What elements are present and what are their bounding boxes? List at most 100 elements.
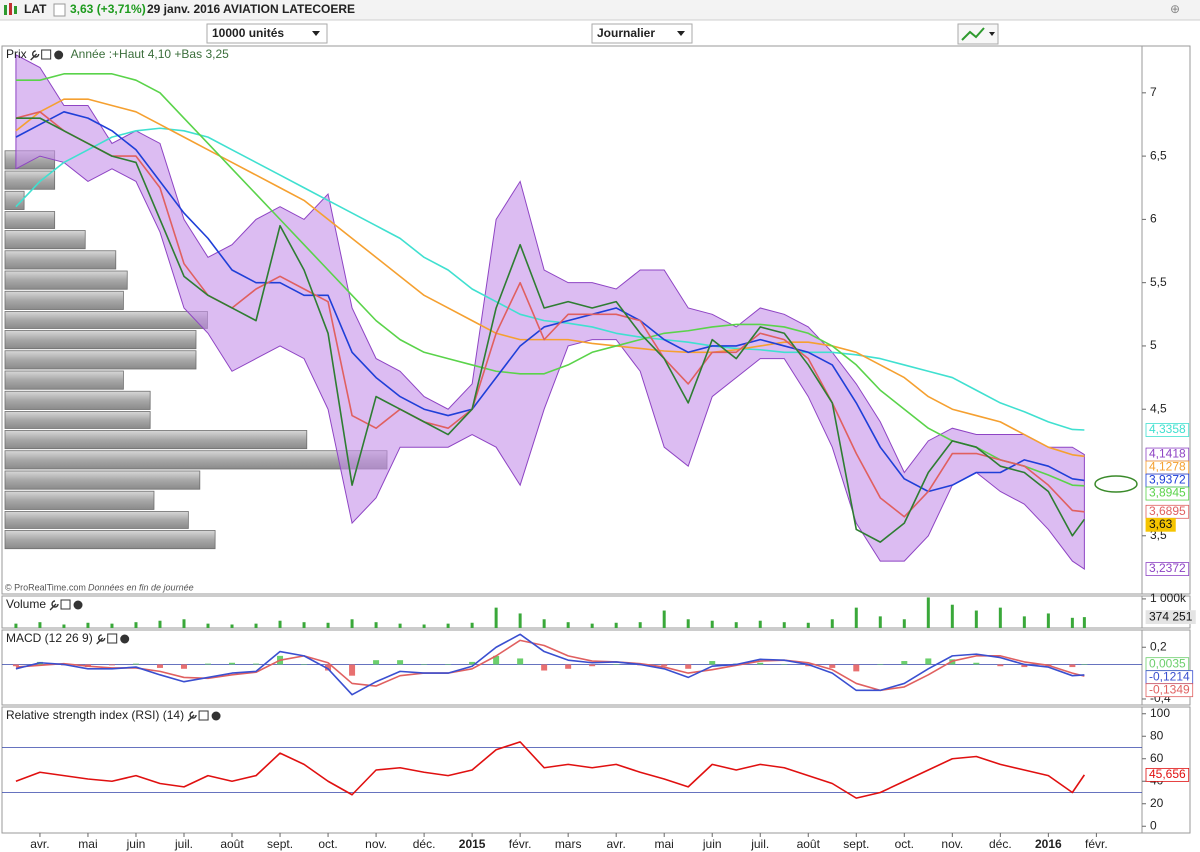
volume-bar bbox=[278, 620, 282, 628]
series-line bbox=[15, 741, 1086, 799]
button-icon[interactable] bbox=[961, 27, 985, 41]
volume-bar bbox=[806, 622, 810, 628]
value-label: 3,2372 bbox=[1149, 561, 1186, 575]
wrench-icon bbox=[187, 711, 197, 722]
volume-bar bbox=[446, 623, 450, 628]
volume-bar bbox=[134, 622, 138, 628]
pin-icon[interactable]: ⊕ bbox=[1170, 2, 1180, 16]
y-tick-label: 7 bbox=[1150, 85, 1157, 99]
x-tick-label: 2015 bbox=[459, 837, 486, 851]
histogram-bar bbox=[709, 661, 716, 665]
x-tick-label: juin bbox=[126, 837, 146, 851]
volume-profile-bar bbox=[4, 430, 308, 450]
pane-tools[interactable] bbox=[187, 710, 221, 722]
series-line bbox=[15, 639, 1085, 692]
copyright: © ProRealTime.com bbox=[5, 582, 86, 592]
histogram-bar bbox=[132, 663, 139, 665]
volume-bar bbox=[542, 619, 546, 628]
value-label-box bbox=[1145, 423, 1190, 437]
value-label: 3,9372 bbox=[1149, 473, 1186, 487]
x-tick-label: juin bbox=[702, 837, 722, 851]
volume-bar bbox=[422, 624, 426, 628]
y-tick-label: 6,5 bbox=[1150, 148, 1167, 162]
pane-frame bbox=[1, 595, 1191, 629]
volume-bar bbox=[662, 610, 666, 628]
chart-type-button[interactable] bbox=[957, 23, 999, 45]
y-tick-label: 100 bbox=[1150, 706, 1170, 720]
pane-tools[interactable] bbox=[96, 633, 130, 645]
volume-bar bbox=[614, 622, 618, 628]
volume-bar bbox=[254, 623, 258, 628]
series-line bbox=[15, 633, 1085, 696]
period[interactable]: Journalier bbox=[597, 26, 655, 40]
x-tick-label: nov. bbox=[941, 837, 963, 851]
x-tick-label: juil. bbox=[174, 837, 193, 851]
volume-profile-bar bbox=[4, 270, 128, 290]
volume-profile-bar bbox=[4, 470, 201, 490]
volume-bar bbox=[1070, 617, 1074, 628]
wrench-icon bbox=[96, 634, 106, 645]
units[interactable]: 10000 unités bbox=[212, 26, 284, 40]
x-tick-label: août bbox=[220, 837, 244, 851]
y-tick-label: 4,5 bbox=[1150, 401, 1167, 415]
wrench-icon bbox=[49, 600, 59, 611]
pane-frame bbox=[1, 629, 1191, 706]
x-tick-label: mai bbox=[78, 837, 97, 851]
histogram-bar bbox=[925, 658, 932, 665]
volume-bar bbox=[62, 624, 66, 628]
x-tick-label: févr. bbox=[509, 837, 532, 851]
units-dropdown[interactable]: 10000 unités bbox=[206, 23, 328, 44]
volume-bar bbox=[878, 616, 882, 628]
histogram-bar bbox=[397, 660, 404, 665]
value-label: 4,1278 bbox=[1149, 460, 1186, 474]
value-label: -0,1349 bbox=[1149, 682, 1190, 696]
volume-profile-bar bbox=[4, 450, 388, 470]
volume-bar bbox=[38, 622, 42, 628]
x-tick-label: avr. bbox=[30, 837, 49, 851]
dropdown-box[interactable] bbox=[206, 23, 328, 44]
volume-bar bbox=[86, 622, 90, 628]
x-tick-label: mai bbox=[655, 837, 674, 851]
y-tick-label: 5,5 bbox=[1150, 275, 1167, 289]
pane-title: Relative strength index (RSI) (14) bbox=[6, 708, 184, 722]
volume-bar bbox=[734, 622, 738, 628]
histogram-bar bbox=[661, 664, 668, 667]
histogram-bar bbox=[781, 664, 788, 665]
pane-tools[interactable] bbox=[49, 599, 83, 611]
y-tick-label: 5 bbox=[1150, 338, 1157, 352]
histogram-bar bbox=[421, 664, 428, 665]
window-icon bbox=[198, 710, 209, 721]
bollinger-band bbox=[15, 54, 1085, 570]
dropdown-arrow[interactable] bbox=[312, 31, 320, 36]
window-icon bbox=[41, 49, 52, 60]
pane-tools[interactable] bbox=[30, 49, 64, 61]
symbol-icon bbox=[4, 3, 17, 15]
plot-area bbox=[4, 54, 1086, 570]
close-icon bbox=[73, 600, 83, 610]
data-note: Données en fin de journée bbox=[88, 582, 194, 592]
period-dropdown[interactable]: Journalier bbox=[591, 23, 693, 44]
volume-bar bbox=[782, 622, 786, 628]
close-icon bbox=[211, 711, 221, 721]
volume-profile-bar bbox=[4, 530, 216, 550]
volume-bar bbox=[950, 604, 954, 628]
histogram-bar bbox=[613, 664, 620, 665]
dropdown-arrow[interactable] bbox=[677, 31, 685, 36]
histogram-bar bbox=[901, 661, 908, 665]
histogram-bar bbox=[589, 664, 596, 667]
dropdown-arrow[interactable] bbox=[989, 32, 995, 36]
x-tick-label: déc. bbox=[989, 837, 1012, 851]
plot-area bbox=[2, 741, 1142, 799]
annotation-ellipse bbox=[1094, 475, 1138, 493]
series-line bbox=[15, 111, 1085, 493]
histogram-bar bbox=[877, 664, 884, 665]
y-tick-label: 0,2 bbox=[1150, 639, 1167, 653]
volume-bar bbox=[998, 607, 1002, 628]
pane-title: Volume bbox=[6, 597, 46, 611]
x-tick-label: févr. bbox=[1085, 837, 1108, 851]
histogram-bar bbox=[829, 664, 836, 668]
y-tick-label: 6 bbox=[1150, 212, 1157, 226]
dropdown-box[interactable] bbox=[591, 23, 693, 44]
info-icon[interactable] bbox=[53, 3, 66, 17]
volume-bar bbox=[1082, 617, 1086, 628]
